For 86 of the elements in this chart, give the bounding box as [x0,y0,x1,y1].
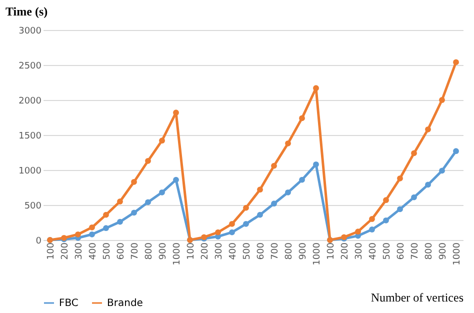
x-tick-label: 300 [214,242,224,260]
point [397,175,403,182]
point [425,182,431,188]
x-tick-label: 1000 [452,242,462,266]
point [369,216,375,222]
x-tick-label: 1000 [312,242,322,266]
x-tick-label: 400 [368,242,378,260]
point [425,126,431,132]
point [299,176,305,183]
point [117,198,123,204]
legend-label: Brande [107,298,143,309]
point [285,140,291,146]
x-tick-label: 600 [256,242,266,260]
point [173,176,179,183]
x-axis-title: Number of vertices [370,290,464,304]
x-tick-label: 200 [200,242,210,260]
point [313,85,319,92]
x-tick-label: 300 [354,242,364,260]
point [271,162,277,169]
point [257,186,263,193]
x-tick-label: 500 [102,242,112,260]
point [145,158,151,164]
point [103,212,109,218]
point [75,231,81,238]
point [173,110,179,116]
point [285,189,291,196]
x-tick-label: 900 [438,242,448,260]
point [257,212,263,218]
point [383,197,389,204]
point [411,194,417,200]
x-tick-label: 700 [270,242,280,260]
x-tick-label: 800 [424,242,434,260]
y-tick-label: 3000 [18,26,42,36]
point [369,226,375,232]
point [131,210,137,216]
point [453,59,459,66]
point [229,229,235,236]
point [229,220,235,227]
x-tick-label: 400 [228,242,238,260]
point [103,225,109,232]
y-tick-label: 2000 [18,96,42,106]
point [243,204,249,211]
point [439,168,445,174]
x-tick-label: 1000 [172,242,182,266]
point [145,199,151,206]
x-tick-label: 200 [340,242,350,260]
y-tick-label: 0 [36,236,42,246]
point [159,189,165,196]
point [397,206,403,212]
x-tick-label: 900 [298,242,308,260]
point [453,148,459,154]
point [215,229,221,236]
point [159,138,165,144]
point [89,224,95,230]
x-tick-label: 700 [410,242,420,260]
y-tick-label: 1000 [18,166,42,176]
x-tick-label: 800 [284,242,294,260]
x-tick-label: 100 [46,242,56,260]
y-tick-label: 1500 [18,132,42,142]
x-tick-label: 500 [242,242,252,260]
x-tick-label: 600 [116,242,126,260]
x-tick-label: 200 [60,242,70,260]
x-tick-label: 400 [88,242,98,260]
point [271,200,277,207]
x-tick-label: 700 [130,242,140,260]
y-axis-title: Time (s) [6,4,48,18]
y-tick-label: 2500 [18,62,42,72]
point [313,161,319,168]
y-tick-label: 500 [24,202,42,212]
x-tick-label: 600 [396,242,406,260]
point [89,231,95,238]
point [355,228,361,235]
x-tick-label: 100 [186,242,196,260]
point [131,178,137,185]
point [243,220,249,227]
x-tick-label: 500 [382,242,392,260]
point [439,97,445,103]
x-tick-label: 300 [74,242,84,260]
point [383,217,389,224]
x-tick-label: 100 [326,242,336,260]
legend-label: FBC [59,298,78,309]
point [117,218,123,225]
x-tick-label: 800 [144,242,154,260]
point [411,150,417,156]
x-tick-label: 900 [158,242,168,260]
point [299,115,305,122]
